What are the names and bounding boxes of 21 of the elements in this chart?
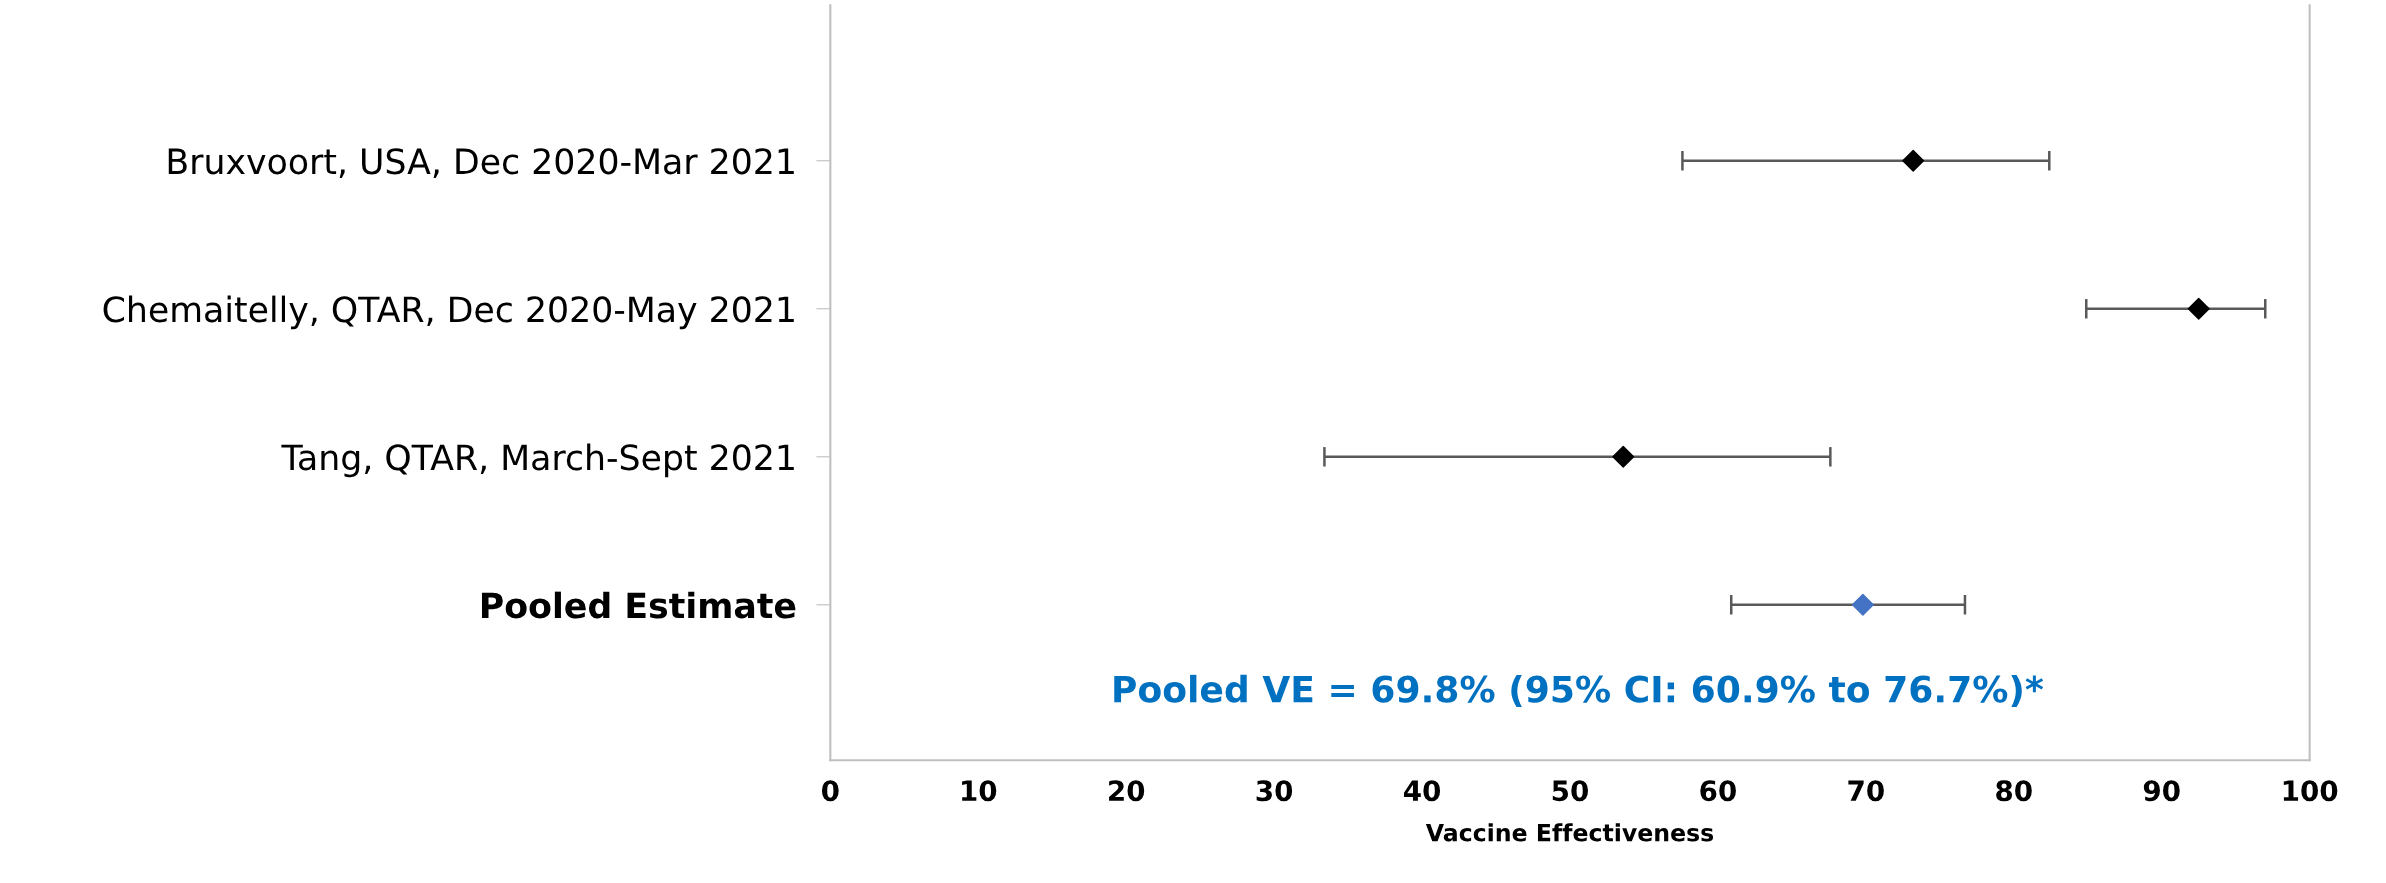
- point: [2187, 297, 2210, 320]
- annotation: Pooled VE = 69.8% (95% CI: 60.9% to 76.7%)*: [1114, 674, 2044, 708]
- x-tick-label: 100: [2283, 780, 2338, 802]
- point: [1851, 593, 1874, 616]
- x-axis-title: Vaccine Effectiveness: [1425, 823, 1714, 842]
- x-tick-label: 20: [1109, 780, 1145, 802]
- x-tick-label: 90: [2143, 780, 2180, 802]
- x-tick-label: 10: [962, 780, 997, 802]
- x-tick-label: 80: [1996, 780, 2032, 802]
- x-tick-label: 50: [1552, 780, 1588, 802]
- point: [1902, 149, 1925, 172]
- y-tick-label: Tang, QTAR, March-Sept 2021: [281, 443, 794, 478]
- x-tick-label: 0: [821, 780, 839, 802]
- x-tick-label: 70: [1848, 780, 1884, 802]
- y-tick-label: Chemaitelly, QTAR, Dec 2020-May 2021: [103, 295, 794, 330]
- y-tick-label: Bruxvoort, USA, Dec 2020-Mar 2021: [168, 148, 794, 178]
- y-tick-label: Pooled Estimate: [481, 591, 796, 619]
- x-tick-label: 60: [1700, 780, 1736, 802]
- point: [1612, 445, 1635, 468]
- x-tick-label: 30: [1256, 780, 1293, 802]
- x-tick-label: 40: [1403, 780, 1441, 802]
